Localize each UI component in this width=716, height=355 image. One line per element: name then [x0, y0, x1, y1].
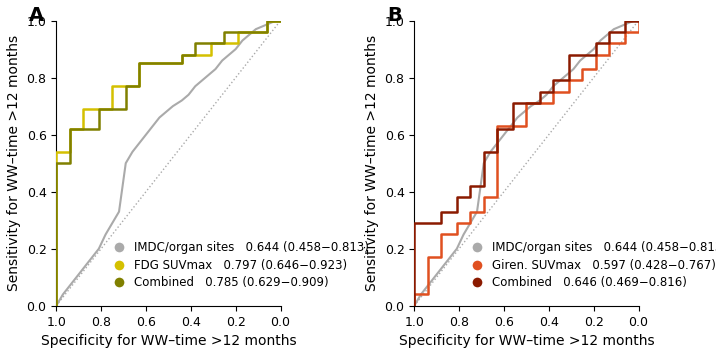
Y-axis label: Sensitivity for WW–time >12 months: Sensitivity for WW–time >12 months — [7, 35, 21, 291]
Text: B: B — [387, 6, 402, 25]
X-axis label: Specificity for WW–time >12 months: Specificity for WW–time >12 months — [399, 334, 654, 348]
Legend: IMDC/organ sites   0.644 (0.458−0.813), FDG SUVmax   0.797 (0.646−0.923), Combin: IMDC/organ sites 0.644 (0.458−0.813), FD… — [102, 236, 374, 294]
X-axis label: Specificity for WW–time >12 months: Specificity for WW–time >12 months — [41, 334, 296, 348]
Y-axis label: Sensitivity for WW–time >12 months: Sensitivity for WW–time >12 months — [365, 35, 379, 291]
Text: A: A — [29, 6, 44, 25]
Legend: IMDC/organ sites   0.644 (0.458−0.813), Giren. SUVmax   0.597 (0.428−0.767), Com: IMDC/organ sites 0.644 (0.458−0.813), Gi… — [460, 236, 716, 294]
